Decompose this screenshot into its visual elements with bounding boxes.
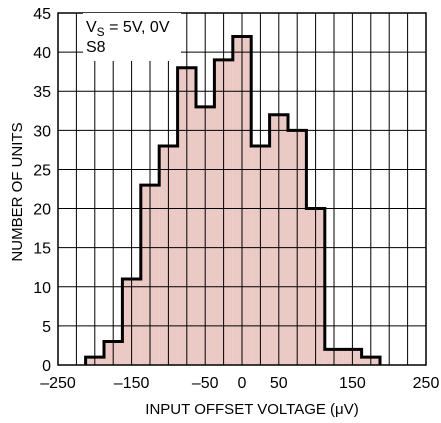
x-tick-label: –50 [192,375,219,392]
y-tick-label: 5 [42,319,51,336]
y-tick-label: 0 [42,358,51,375]
y-tick-label: 20 [33,202,51,219]
annotation-box: VS = 5V, 0V S8 [83,13,181,61]
x-tick-label: 150 [339,375,366,392]
plot-frame [57,12,427,366]
y-tick-label: 30 [33,123,51,140]
y-axis-title: NUMBER OF UNITS [9,122,26,261]
grid-lines [58,13,426,365]
x-tick-label: 50 [270,375,288,392]
y-tick-label: 10 [33,280,51,297]
x-tick-label: 250 [413,375,440,392]
y-tick-label: 35 [33,84,51,101]
histogram-outline [84,34,382,365]
x-tick-label: –150 [114,375,150,392]
y-tick-label: 25 [33,162,51,179]
x-tick-label: –250 [40,375,76,392]
x-axis-title: INPUT OFFSET VOLTAGE (μV) [145,401,358,418]
histogram-bars [85,36,380,365]
y-tick-labels: 0 5 10 15 20 25 30 35 40 45 [33,6,51,375]
y-tick-label: 15 [33,241,51,258]
annotation-line-1: VS = 5V, 0V [86,19,170,39]
annotation-background [83,13,181,61]
histogram-step-outline [84,34,382,365]
annotation-line-2: S8 [86,39,106,56]
y-tick-label: 40 [33,45,51,62]
x-tick-labels: –250 –150 –50 0 50 150 250 [40,375,439,392]
x-tick-label: 0 [238,375,247,392]
y-tick-label: 45 [33,6,51,23]
